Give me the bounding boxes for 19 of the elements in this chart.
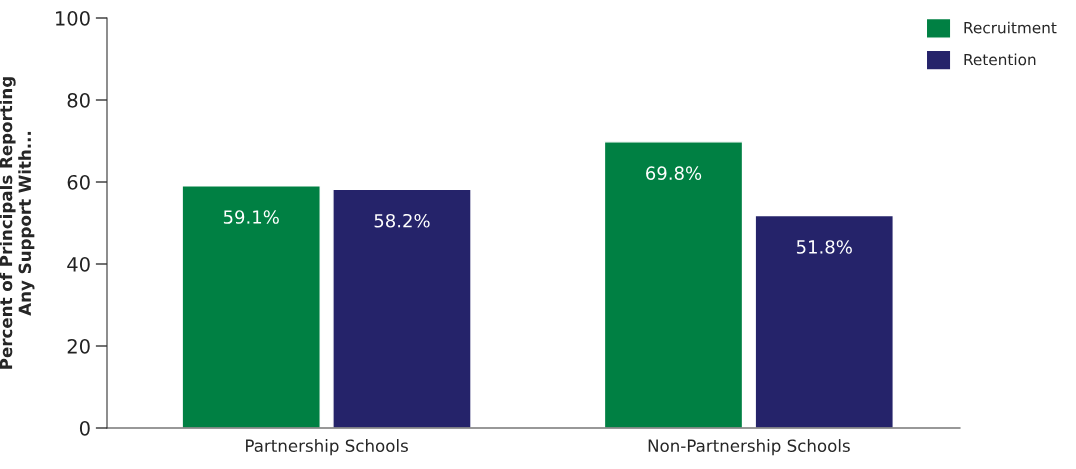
y-tick-label: 0 — [79, 420, 90, 436]
y-tick-label: 20 — [67, 338, 90, 354]
y-tick-label: 100 — [56, 10, 90, 26]
data-label: 59.1% — [223, 210, 279, 224]
y-tick-label: 80 — [67, 92, 90, 108]
bar — [181, 184, 321, 428]
x-tick-label: Non-Partnership Schools — [648, 439, 850, 456]
legend-label: Retention — [964, 53, 1036, 66]
data-label: 51.8% — [796, 240, 852, 254]
y-tick-label: 40 — [67, 256, 90, 272]
bar — [332, 188, 472, 428]
x-tick-label: Partnership Schools — [246, 439, 408, 456]
bar — [603, 141, 744, 428]
data-label: 69.8% — [646, 166, 702, 180]
data-label: 58.2% — [374, 213, 430, 228]
bar — [754, 214, 894, 428]
y-axis-title: Percent of Principals Reporting Any Support With... — [0, 77, 35, 369]
y-tick-label: 60 — [67, 174, 90, 190]
legend-label: Recruitment — [964, 21, 1057, 34]
